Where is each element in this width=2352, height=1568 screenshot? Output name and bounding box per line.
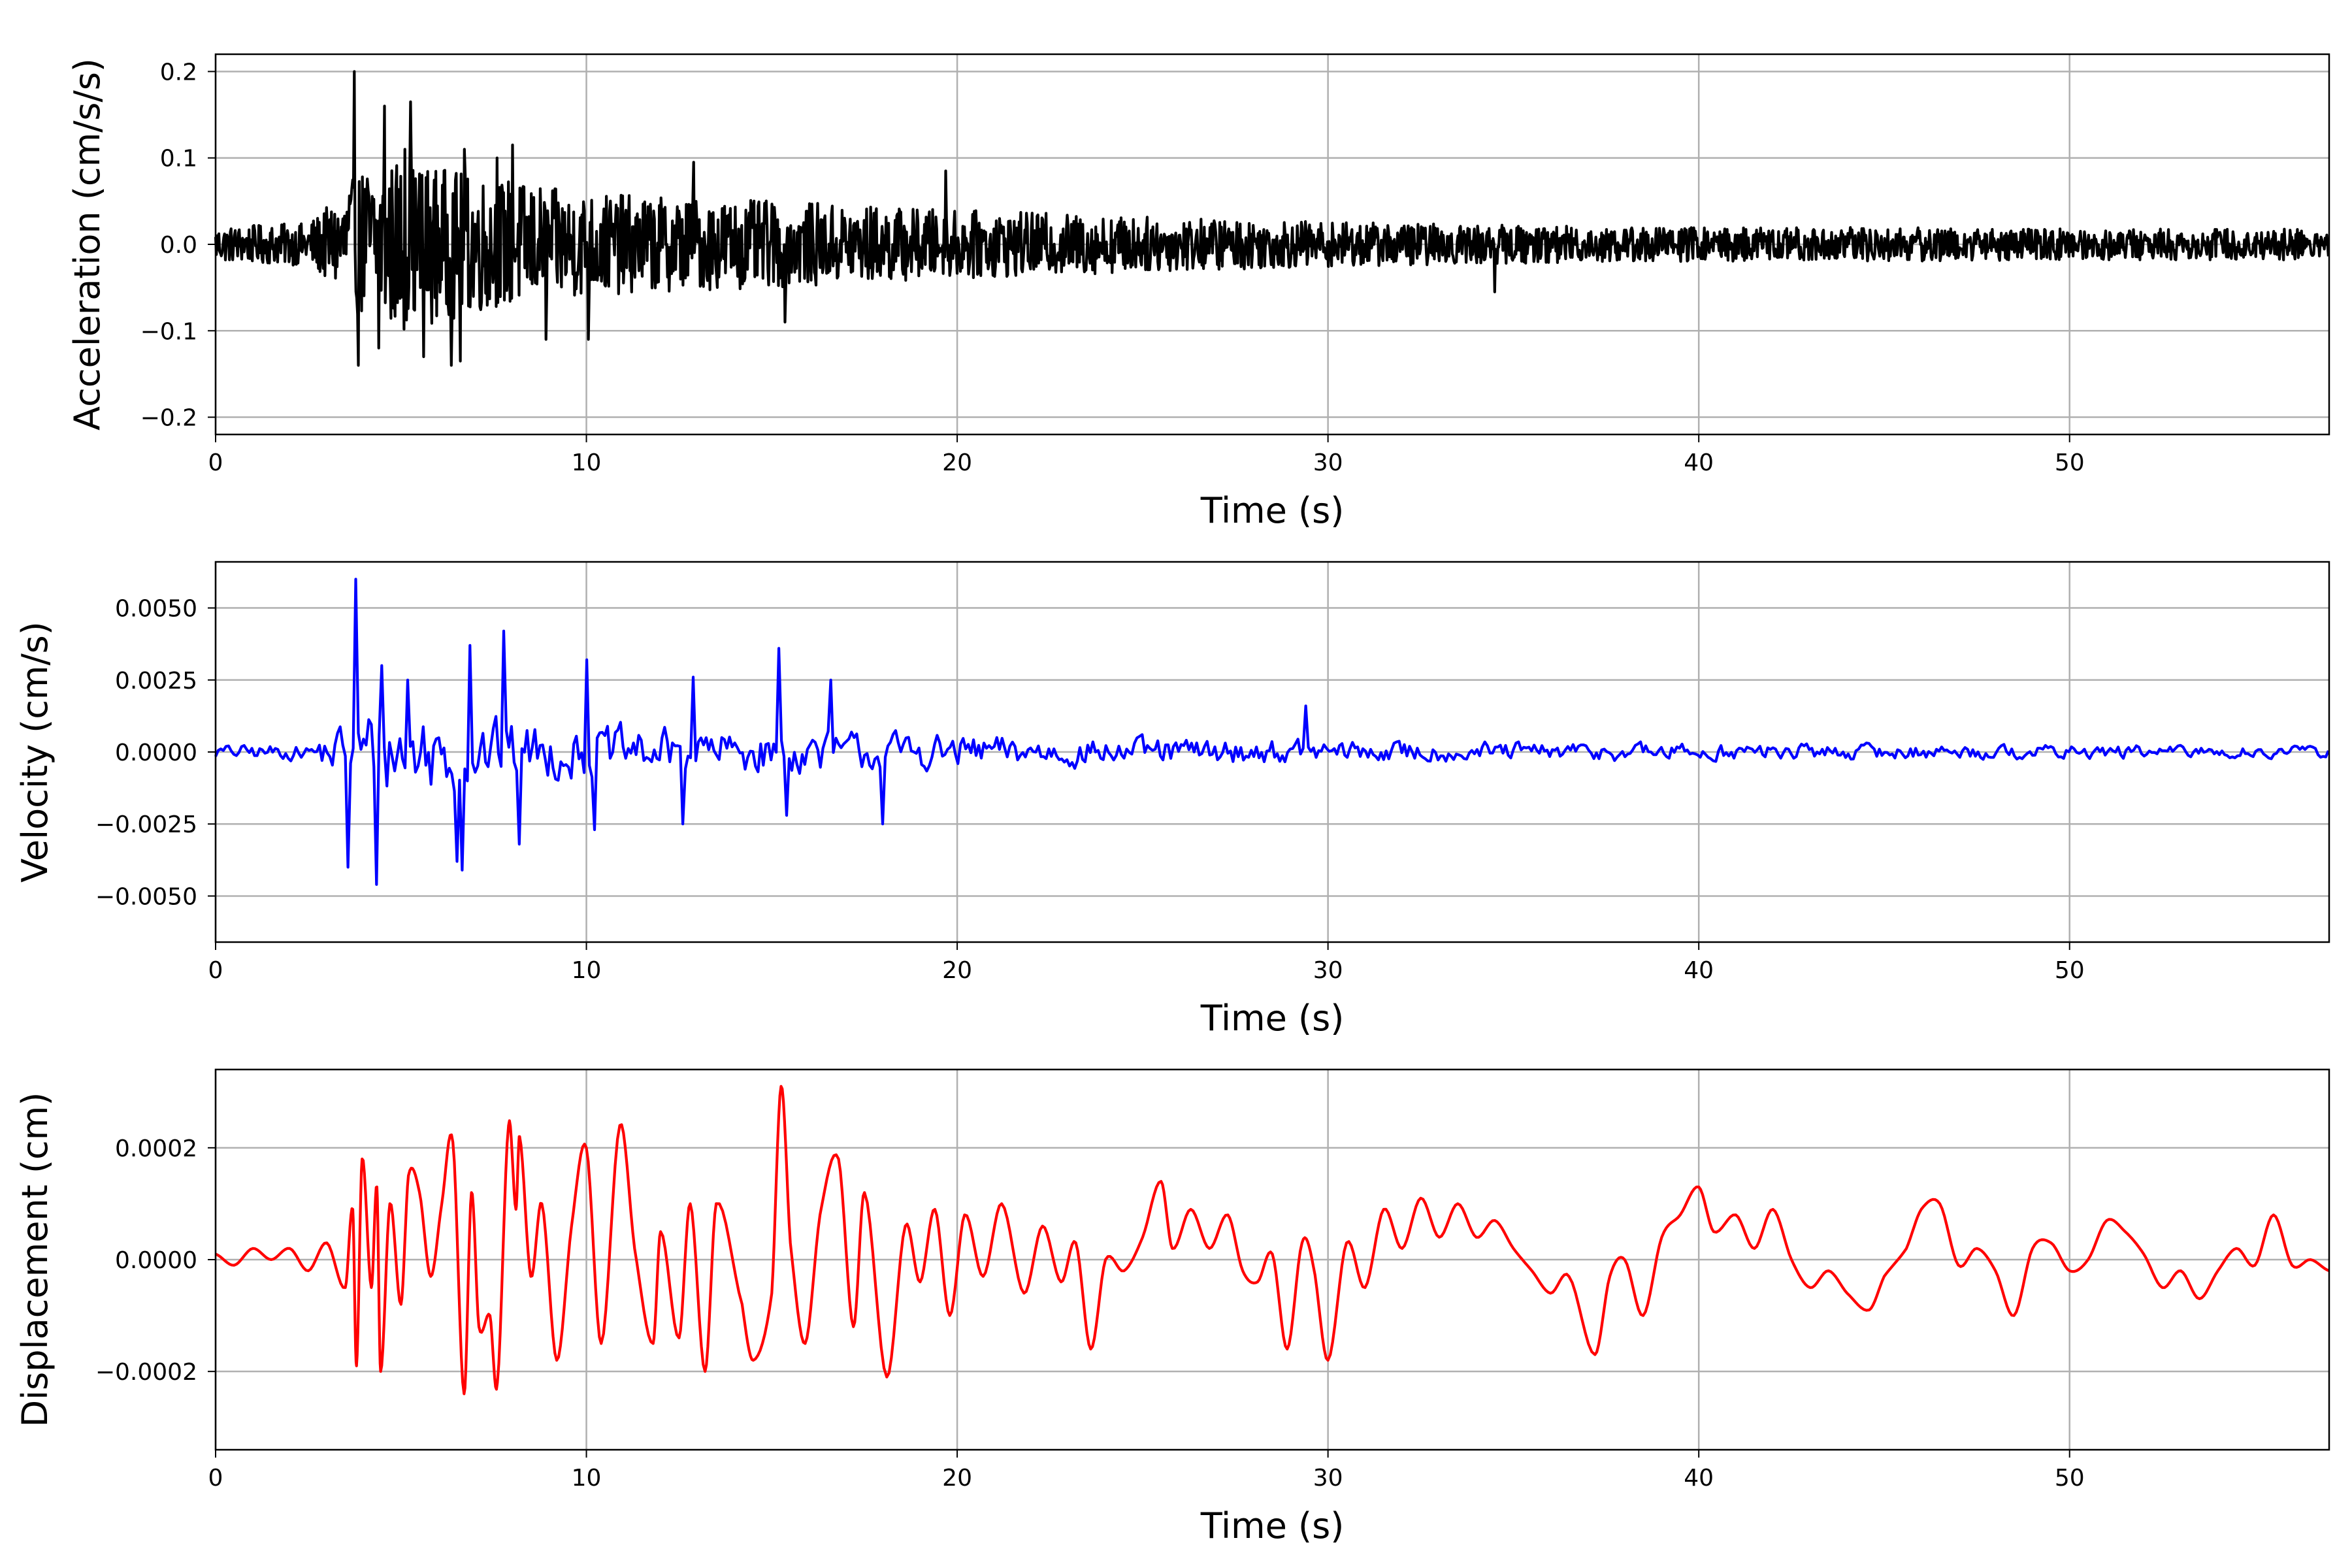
acceleration-series-line	[214, 70, 2330, 367]
acceleration-x-tick-label: 40	[1684, 449, 1714, 476]
displacement-x-tick-label: 30	[1313, 1465, 1343, 1492]
velocity-panel: 0 10 20 30 40 50 −0.0050 −0.0025 0.0000 0.0025 0.0…	[14, 561, 2330, 1039]
displacement-y-tick-label: 0.0000	[115, 1247, 197, 1274]
velocity-y-axis-label: Velocity (cm/s)	[14, 621, 56, 883]
velocity-x-tick-label: 10	[572, 957, 602, 984]
acceleration-x-tick-label: 10	[572, 449, 602, 476]
displacement-y-tick-label: 0.0002	[115, 1135, 197, 1162]
velocity-x-axis-label: Time (s)	[1200, 998, 1345, 1039]
displacement-x-tick-label: 50	[2055, 1465, 2085, 1492]
displacement-y-tick-label: −0.0002	[95, 1359, 197, 1386]
velocity-series-line	[214, 578, 2330, 886]
acceleration-x-tick-label: 50	[2055, 449, 2085, 476]
acceleration-y-tick-label: 0.2	[160, 59, 197, 86]
displacement-ticks: 0 10 20 30 40 50 −0.0002 0.0000 0.0002	[95, 1135, 2085, 1492]
displacement-x-tick-label: 40	[1684, 1465, 1714, 1492]
displacement-y-axis-label: Displacement (cm)	[14, 1092, 56, 1428]
displacement-series-line	[215, 1085, 2330, 1396]
acceleration-y-tick-label: 0.1	[160, 146, 197, 172]
velocity-x-tick-label: 20	[942, 957, 972, 984]
acceleration-x-tick-label: 30	[1313, 449, 1343, 476]
acceleration-x-tick-label: 20	[942, 449, 972, 476]
velocity-ticks: 0 10 20 30 40 50 −0.0050 −0.0025 0.0000 0.0025 0.0…	[95, 596, 2085, 984]
velocity-y-tick-label: 0.0000	[115, 740, 197, 766]
acceleration-y-tick-label: 0.0	[160, 232, 197, 259]
velocity-x-tick-label: 50	[2055, 957, 2085, 984]
velocity-x-tick-label: 30	[1313, 957, 1343, 984]
acceleration-y-tick-label: −0.1	[140, 318, 197, 345]
displacement-x-axis-label: Time (s)	[1200, 1505, 1345, 1546]
displacement-x-tick-label: 20	[942, 1465, 972, 1492]
acceleration-y-axis-label: Acceleration (cm/s/s)	[67, 58, 108, 431]
acceleration-ticks: 0 10 20 30 40 50 −0.2 −0.1 0.0 0.1 0.2	[140, 59, 2085, 476]
acceleration-x-axis-label: Time (s)	[1200, 490, 1345, 531]
acceleration-y-tick-label: −0.2	[140, 405, 197, 432]
displacement-x-tick-label: 0	[208, 1465, 223, 1492]
velocity-y-tick-label: 0.0050	[115, 596, 197, 623]
velocity-x-tick-label: 0	[208, 957, 223, 984]
displacement-x-tick-label: 10	[572, 1465, 602, 1492]
velocity-x-tick-label: 40	[1684, 957, 1714, 984]
velocity-y-tick-label: 0.0025	[115, 668, 197, 694]
acceleration-panel: 0 10 20 30 40 50 −0.2 −0.1 0.0 0.1 0.2 Time (s) Ac…	[67, 53, 2330, 531]
acceleration-x-tick-label: 0	[208, 449, 223, 476]
velocity-y-tick-label: −0.0050	[95, 883, 197, 910]
velocity-y-tick-label: −0.0025	[95, 811, 197, 838]
